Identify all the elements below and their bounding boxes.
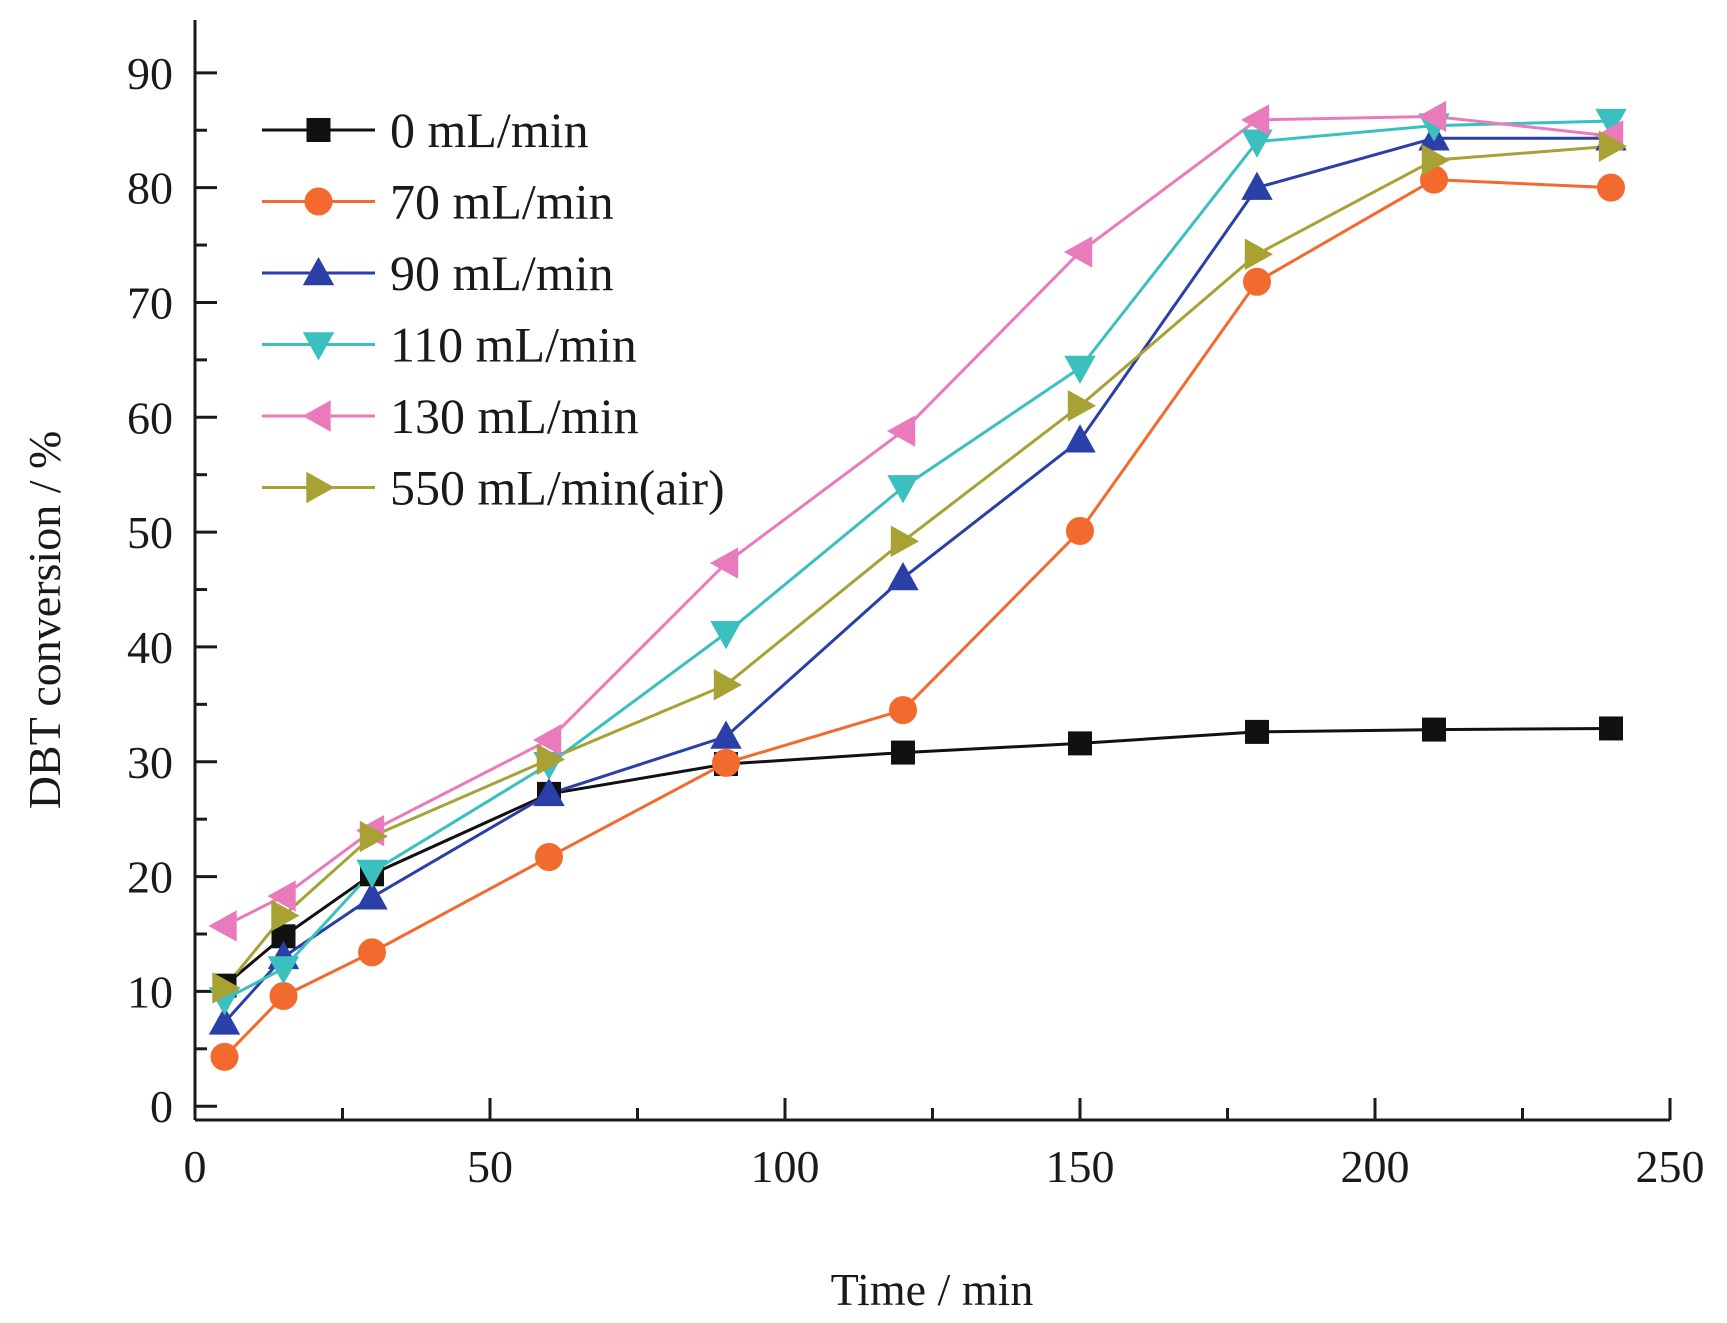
series-1-point-2	[358, 938, 386, 967]
series-0-point-5	[891, 740, 915, 765]
series-line-0	[223, 726, 1612, 987]
series-0-point-8	[1422, 717, 1446, 742]
series-2-point-0	[208, 1006, 241, 1035]
series-1-point-4	[712, 748, 740, 777]
series-line-1	[223, 178, 1612, 1058]
series-4-point-1	[267, 880, 296, 912]
series-3-point-7	[1241, 129, 1273, 158]
series-3-point-6	[1064, 355, 1096, 384]
series-1-point-6	[1066, 516, 1094, 545]
legend-label-2: 90 mL/min	[390, 245, 614, 301]
y-tick-label-6: 60	[127, 392, 173, 443]
legend-marker-4	[302, 400, 331, 432]
legend-marker-3	[302, 332, 335, 361]
series-4-point-3	[532, 724, 562, 756]
series-5-point-2	[359, 820, 389, 853]
series-5-point-0	[212, 972, 241, 1004]
y-tick-label-3: 30	[127, 737, 173, 788]
series-4-point-8	[1417, 100, 1447, 133]
series-1-point-9	[1597, 173, 1625, 202]
y-tick-label-8: 80	[127, 163, 173, 214]
series-1-point-5	[889, 696, 917, 725]
series-lines	[223, 114, 1612, 1058]
series-line-5	[223, 144, 1612, 989]
x-tick-label-4: 200	[1341, 1141, 1410, 1192]
y-tick-label-5: 50	[127, 507, 173, 558]
series-5-point-8	[1421, 144, 1451, 176]
x-tick-label-5: 250	[1636, 1141, 1705, 1192]
x-axis-title: Time / min	[831, 1264, 1034, 1315]
series-3-point-4	[710, 620, 742, 650]
series-4-point-5	[886, 415, 916, 447]
series-3-point-1	[267, 956, 300, 985]
series-5-point-4	[713, 669, 743, 701]
series-5-point-5	[890, 525, 920, 557]
series-0-point-6	[1068, 731, 1092, 756]
legend-marker-1	[304, 187, 333, 216]
axis-ticks: 0 50 100 150 200 250 0 10 20 30 40 50 60 70 80 90	[127, 48, 1705, 1192]
y-tick-label-7: 70	[127, 277, 173, 328]
series-5-point-7	[1244, 238, 1274, 270]
series-line-2	[223, 136, 1611, 1024]
y-tick-label-2: 20	[127, 852, 173, 903]
series-4-point-6	[1063, 236, 1093, 268]
series-2-point-5	[887, 561, 919, 591]
series-3-point-2	[356, 859, 388, 889]
legend-marker-5	[306, 471, 335, 504]
series-4-point-7	[1240, 104, 1270, 136]
series-2-point-2	[356, 881, 388, 910]
series-4-point-4	[709, 547, 739, 579]
x-tick-label-3: 150	[1046, 1141, 1115, 1192]
y-tick-label-0: 0	[150, 1081, 173, 1132]
series-3-point-9	[1595, 108, 1627, 138]
series-line-4	[223, 114, 1612, 928]
series-2-point-7	[1241, 171, 1273, 200]
legend-label-3: 110 mL/min	[390, 317, 637, 373]
legend-label-5: 550 mL/min(air)	[390, 460, 725, 516]
series-1-point-7	[1243, 267, 1271, 296]
series-5-point-9	[1598, 130, 1628, 163]
series-1-point-0	[210, 1042, 239, 1071]
series-4-point-0	[208, 910, 237, 942]
legend-marker-2	[302, 256, 335, 286]
legend-label-4: 130 mL/min	[390, 388, 639, 444]
x-tick-label-0: 0	[184, 1141, 207, 1192]
series-5-point-1	[271, 899, 300, 932]
series-2-point-6	[1064, 424, 1096, 453]
y-axis-title: DBT conversion / %	[19, 431, 70, 810]
series-1-point-1	[269, 981, 298, 1010]
series-5-point-6	[1067, 390, 1097, 422]
y-tick-label-9: 90	[127, 48, 173, 99]
series-0-point-7	[1245, 719, 1269, 744]
y-tick-label-4: 40	[127, 622, 173, 673]
legend: 0 mL/min 70 mL/min 90 mL/min 110 mL/min 130 …	[262, 102, 725, 516]
series-line-3	[223, 119, 1612, 1001]
series-0-point-9	[1599, 716, 1623, 741]
y-tick-label-1: 10	[127, 966, 173, 1017]
x-tick-label-2: 100	[751, 1141, 820, 1192]
series-2-point-3	[533, 777, 565, 807]
series-markers	[208, 100, 1628, 1071]
series-2-point-4	[710, 720, 742, 749]
legend-label-0: 0 mL/min	[390, 102, 589, 158]
legend-marker-0	[306, 118, 331, 142]
x-tick-label-1: 50	[467, 1141, 513, 1192]
legend-label-1: 70 mL/min	[390, 174, 614, 230]
series-5-point-3	[536, 743, 566, 776]
series-3-point-5	[887, 475, 919, 504]
series-1-point-3	[535, 843, 563, 872]
